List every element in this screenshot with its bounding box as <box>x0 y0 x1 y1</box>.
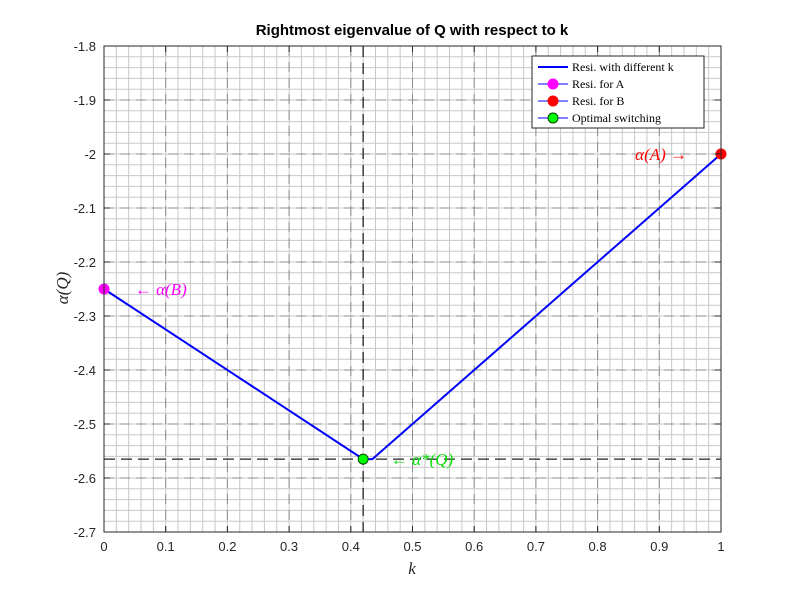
annotation-0: α(A) → <box>635 145 687 164</box>
ticks: 0 0.1 0.2 0.3 0.4 0.5 0.6 0.7 0.8 0.9 1 -2.7 -2.6 -2.… <box>74 39 725 554</box>
legend-label-2: Resi. for B <box>572 94 624 108</box>
annotation-1: ← α(B) <box>135 280 187 299</box>
x-tick-label: 0.2 <box>218 539 236 554</box>
x-tick-label: 0.9 <box>650 539 668 554</box>
legend: Resi. with different k Resi. for A Resi. f… <box>531 55 705 129</box>
annotations: α(A) → ← α(B) ← α*(Q) <box>135 145 687 469</box>
x-tick-label: 0.7 <box>527 539 545 554</box>
y-tick-label: -2.2 <box>74 255 96 270</box>
chart-title: Rightmost eigenvalue of Q with respect t… <box>256 22 569 39</box>
legend-label-1: Resi. for A <box>572 77 625 91</box>
y-tick-label: -2.4 <box>74 363 96 378</box>
x-tick-label: 0.8 <box>589 539 607 554</box>
y-tick-label: -2.7 <box>74 525 96 540</box>
reference-lines <box>104 46 721 532</box>
y-tick-label: -2.5 <box>74 417 96 432</box>
legend-label-0: Resi. with different k <box>572 60 674 74</box>
x-tick-label: 0.1 <box>157 539 175 554</box>
x-axis-label: k <box>408 559 416 578</box>
y-tick-label: -1.9 <box>74 93 96 108</box>
x-tick-label: 0.5 <box>403 539 421 554</box>
legend-label-3: Optimal switching <box>572 111 661 125</box>
x-tick-label: 0.4 <box>342 539 360 554</box>
y-tick-label: -2 <box>84 147 96 162</box>
y-tick-label: -1.8 <box>74 39 96 54</box>
x-tick-label: 0.6 <box>465 539 483 554</box>
x-tick-label: 1 <box>717 539 724 554</box>
annotation-2: ← α*(Q) <box>391 450 454 469</box>
data-point-3 <box>357 453 369 465</box>
legend-marker-2 <box>547 95 559 107</box>
y-tick-label: -2.6 <box>74 471 96 486</box>
y-tick-label: -2.3 <box>74 309 96 324</box>
y-tick-label: -2.1 <box>74 201 96 216</box>
y-axis-label: α(Q) <box>53 271 72 304</box>
legend-marker-1 <box>547 78 559 90</box>
legend-marker-3 <box>547 112 559 124</box>
x-tick-label: 0 <box>100 539 107 554</box>
x-tick-label: 0.3 <box>280 539 298 554</box>
